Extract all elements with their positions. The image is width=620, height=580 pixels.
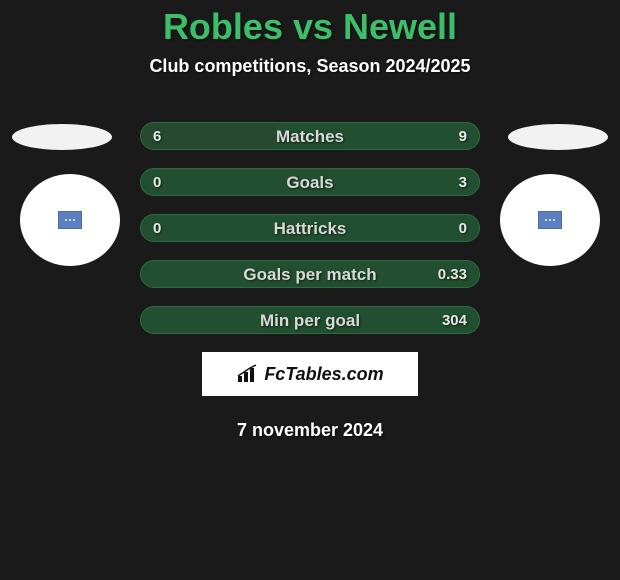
page-title: Robles vs Newell [0,0,620,48]
footer-date: 7 november 2024 [0,420,620,441]
nation-flag-left [12,124,112,150]
bar-chart-icon [236,364,260,384]
placeholder-dots-icon [545,219,555,221]
branding-text: FcTables.com [264,364,383,385]
footer-date-wrap: 7 november 2024 [0,406,620,441]
stat-row: Matches6 9 [140,122,480,150]
stat-row: Hattricks0 0 [140,214,480,242]
branding-banner: FcTables.com [202,352,418,396]
stat-value-right: 0 [459,215,467,241]
team-badge-left [20,174,120,266]
team-badge-right-inner [538,211,562,229]
stats-rows: Matches69Goals03Hattricks00Goals per mat… [140,122,480,352]
team-badge-left-inner [58,211,82,229]
stat-value-right: 0.33 [438,261,467,287]
stat-label: Min per goal [141,307,479,333]
stat-value-right: 304 [442,307,467,333]
stat-label: Goals per match [141,261,479,287]
stat-label: Matches [141,123,479,149]
stat-value-left: 6 [153,123,161,149]
placeholder-dots-icon [65,219,75,221]
team-badge-right [500,174,600,266]
stat-value-right: 9 [459,123,467,149]
comparison-infographic: Robles vs Newell Club competitions, Seas… [0,0,620,580]
stat-label: Hattricks [141,215,479,241]
page-subtitle: Club competitions, Season 2024/2025 [0,56,620,77]
nation-flag-right [508,124,608,150]
stat-row: Goals per match0.33 [140,260,480,288]
stat-value-right: 3 [459,169,467,195]
stat-label: Goals [141,169,479,195]
stat-value-left: 0 [153,169,161,195]
stat-row: Min per goal304 [140,306,480,334]
stat-row: Goals0 3 [140,168,480,196]
stat-value-left: 0 [153,215,161,241]
